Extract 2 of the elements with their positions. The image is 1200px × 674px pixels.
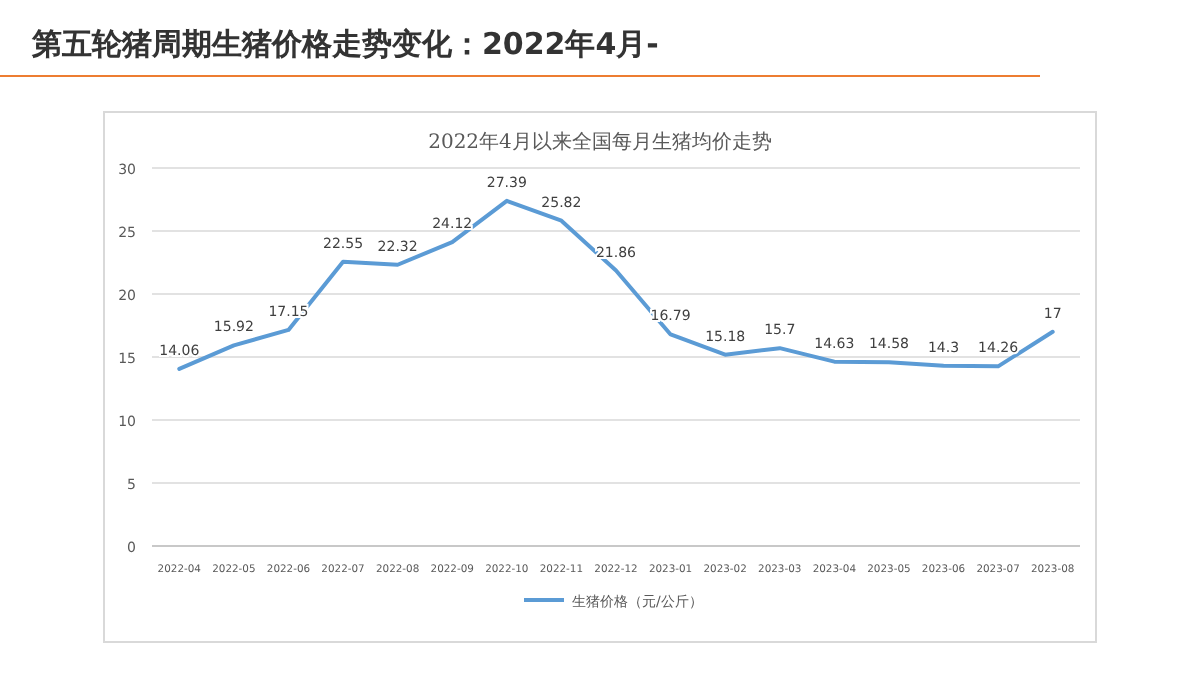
chart-title: 第五轮猪周期生猪价格走势变化：2022年4月- [30,26,659,62]
chart-subtitle: 2022年4月以来全国每月生猪均价走势 [428,130,772,154]
